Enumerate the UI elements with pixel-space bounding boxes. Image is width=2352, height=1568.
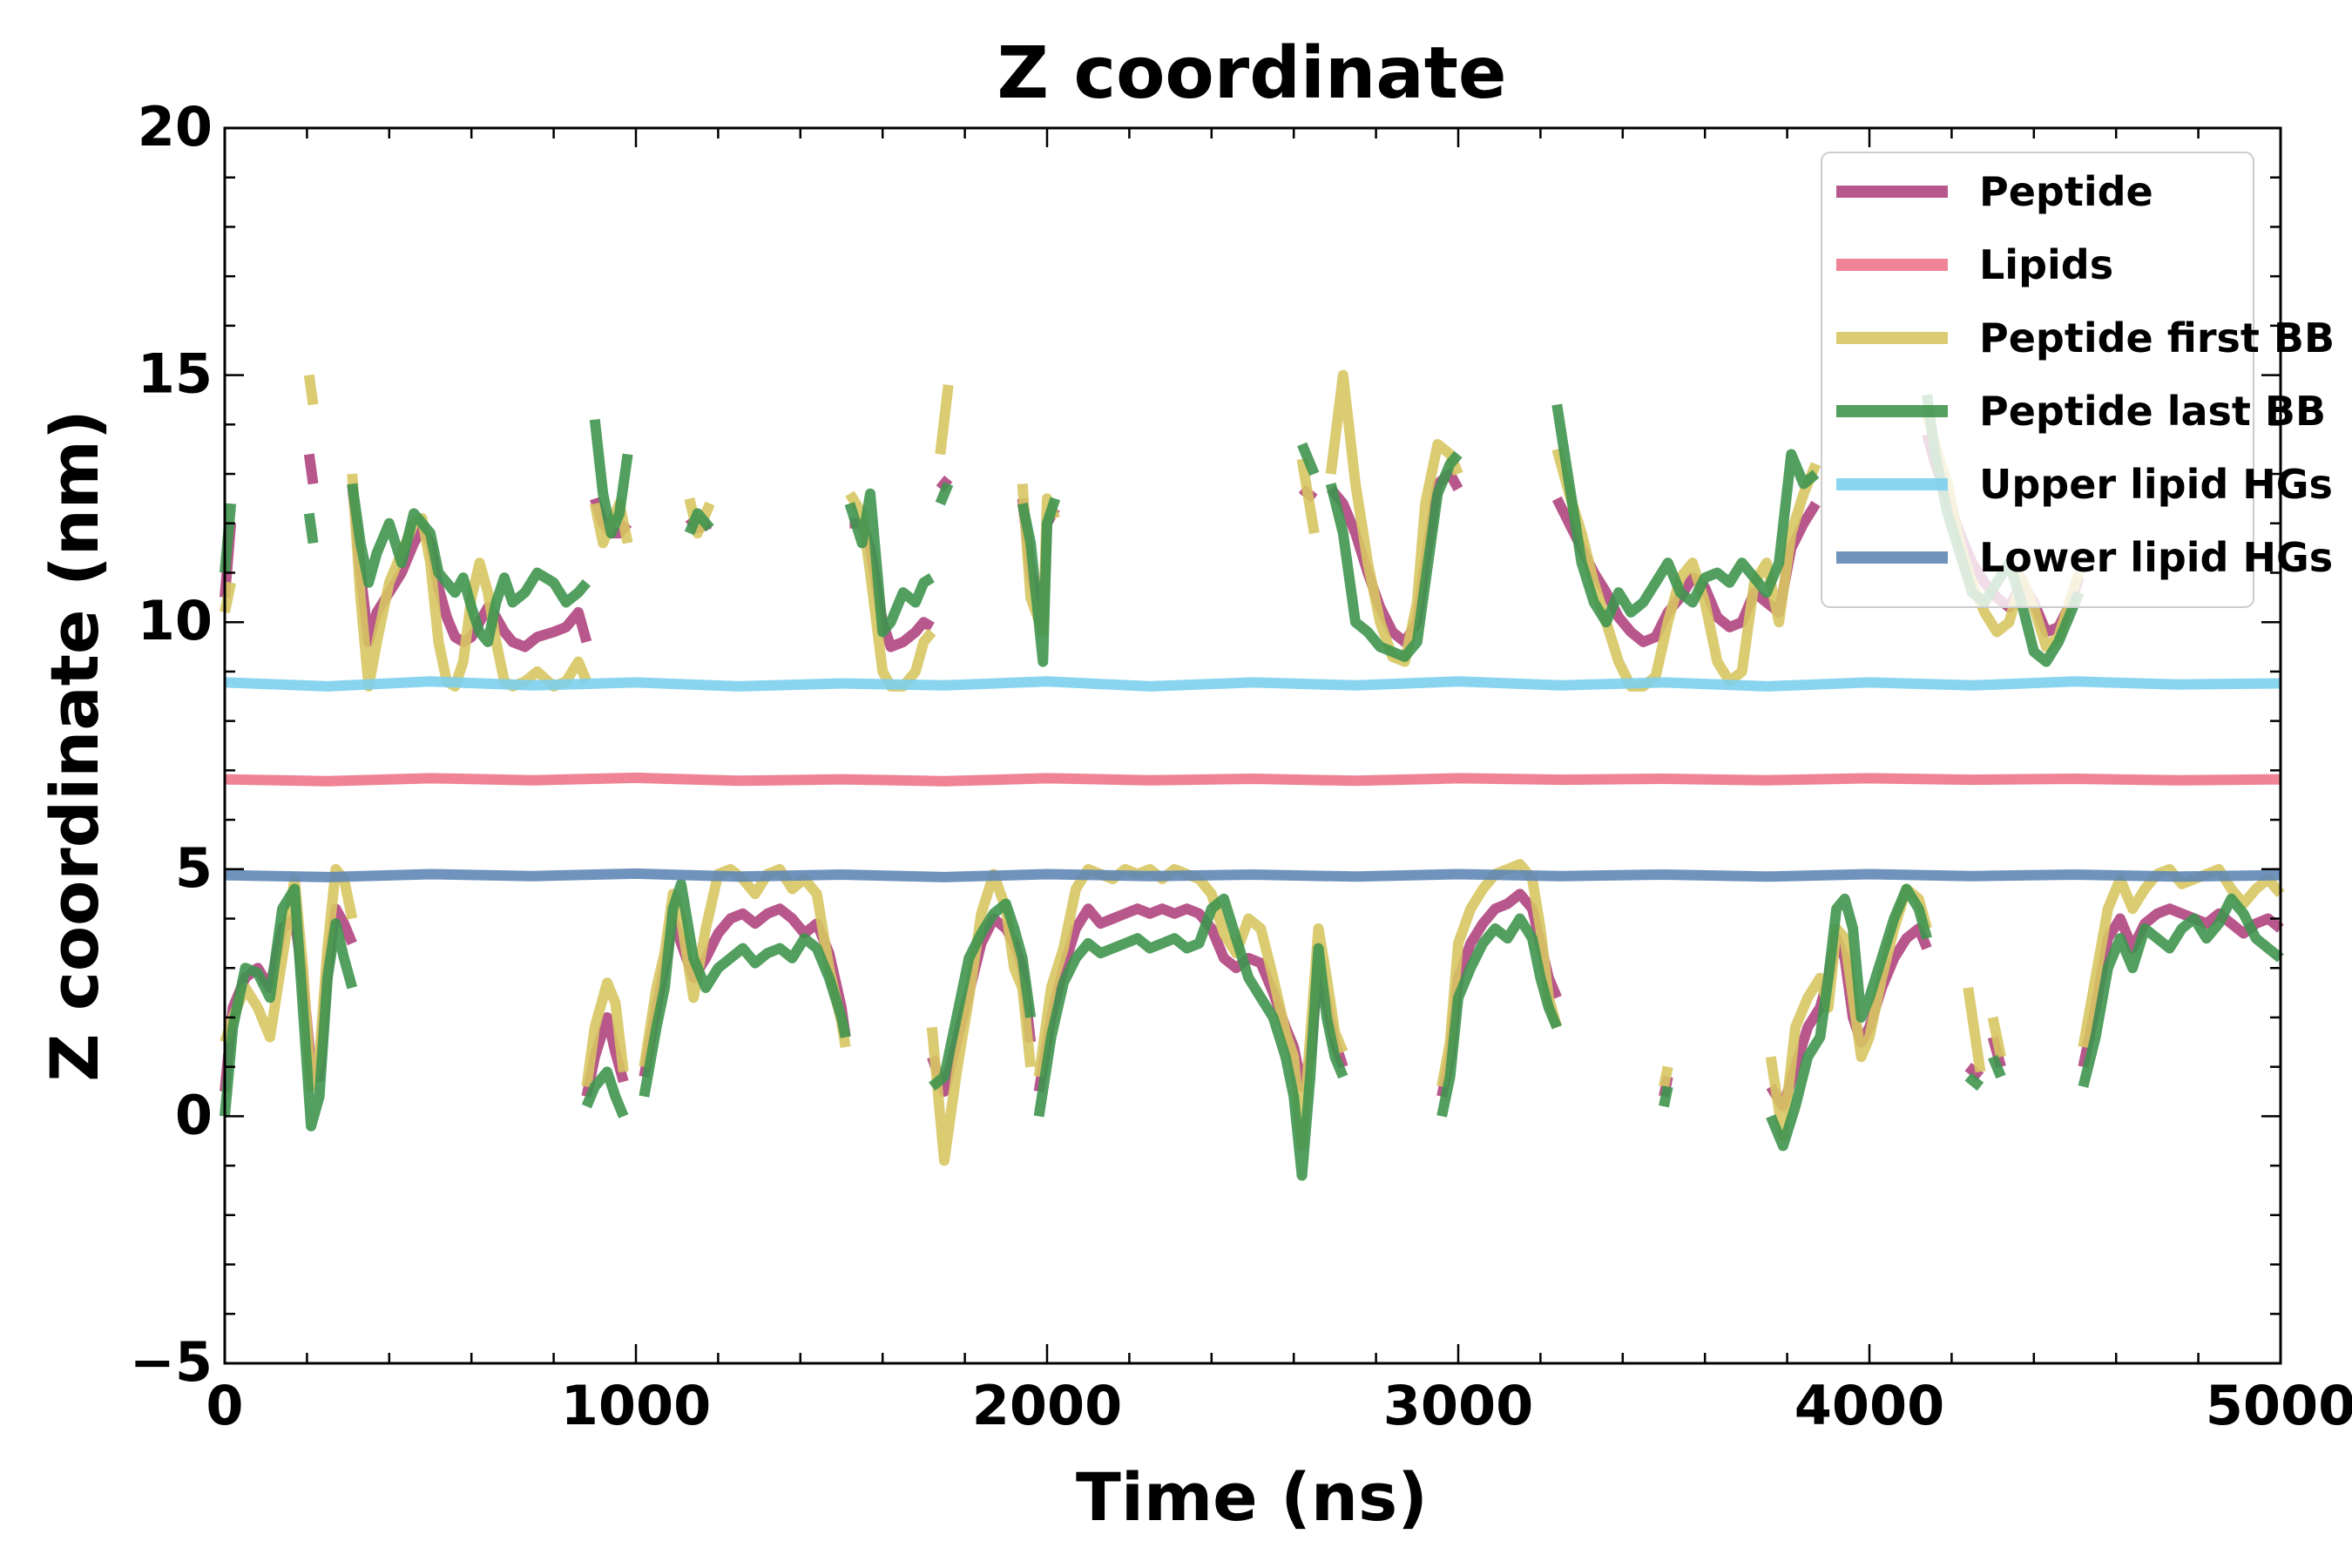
series-line-segment	[1436, 913, 1562, 1118]
series-line-segment	[1297, 442, 1320, 476]
series-line-segment	[1964, 1063, 1984, 1081]
series-line-segment	[2078, 863, 2285, 1049]
series-line-segment	[1964, 1072, 1984, 1092]
series-line-segment	[303, 453, 319, 485]
legend: Peptide Lipids Peptide first BB Peptide las…	[1821, 152, 2335, 608]
series-line-segment	[224, 868, 2281, 882]
y-tick-label: 5	[175, 836, 213, 900]
series-line-segment	[581, 977, 629, 1088]
series-line-segment	[224, 772, 2281, 787]
x-axis-label: Time (ns)	[1076, 1458, 1428, 1536]
series-line-segment	[2078, 893, 2284, 1088]
series-line-segment	[1325, 450, 1463, 662]
plot-frame	[223, 126, 2282, 1365]
legend-label: Upper lipid HGs	[1979, 461, 2333, 508]
series-line-segment	[1033, 893, 1348, 1181]
series-4	[224, 676, 2281, 692]
y-tick-label: −5	[130, 1330, 213, 1394]
series-line-segment	[1296, 458, 1320, 535]
x-tick-label: 1000	[561, 1374, 712, 1437]
legend-label: Peptide	[1979, 168, 2153, 215]
legend-label: Lipids	[1979, 241, 2113, 288]
y-tick-label: 15	[138, 342, 213, 406]
series-line-segment	[844, 488, 935, 638]
y-tick-label: 0	[175, 1083, 213, 1146]
series-line-segment	[581, 1066, 629, 1119]
series-line-segment	[1659, 1065, 1673, 1088]
chart-title: Z coordinate	[997, 32, 1506, 115]
series-5	[224, 868, 2281, 882]
series-line-segment	[303, 374, 319, 406]
x-tick-label: 0	[206, 1374, 243, 1437]
series-line-segment	[347, 473, 591, 692]
series-1	[224, 772, 2281, 787]
series-3	[220, 394, 2284, 1181]
series-line-segment	[935, 482, 954, 506]
series-line-segment	[303, 512, 319, 544]
series-line-segment	[347, 483, 591, 647]
series-line-segment	[1551, 403, 1820, 628]
y-axis-label: Z coordinate (nm)	[36, 409, 113, 1081]
y-tick-label: 10	[138, 589, 213, 652]
y-tick-label: 20	[138, 95, 213, 159]
series-line-segment	[1659, 1085, 1673, 1108]
series-line-segment	[935, 384, 954, 456]
series-layer	[220, 369, 2285, 1181]
legend-label: Lower lipid HGs	[1979, 534, 2333, 581]
series-line-segment	[220, 883, 358, 1132]
series-line-segment	[639, 878, 851, 1098]
series-line-segment	[926, 868, 1037, 1166]
legend-label: Peptide first BB	[1979, 314, 2335, 362]
series-line-segment	[1766, 883, 1932, 1152]
x-tick-label: 3000	[1383, 1374, 1534, 1437]
series-line-segment	[684, 497, 715, 539]
series-line-segment	[1987, 1016, 2006, 1058]
x-tick-label: 2000	[972, 1374, 1123, 1437]
series-line-segment	[1988, 1055, 2006, 1079]
x-tick-label: 4000	[1794, 1374, 1945, 1437]
series-line-segment	[1963, 987, 1986, 1073]
x-tick-label: 5000	[2206, 1374, 2352, 1437]
series-line-segment	[224, 676, 2281, 692]
series-line-segment	[929, 898, 1037, 1092]
legend-label: Peptide last BB	[1979, 388, 2326, 435]
series-line-segment	[684, 508, 714, 536]
series-line-segment	[1017, 497, 1061, 667]
series-line-segment	[589, 418, 633, 539]
